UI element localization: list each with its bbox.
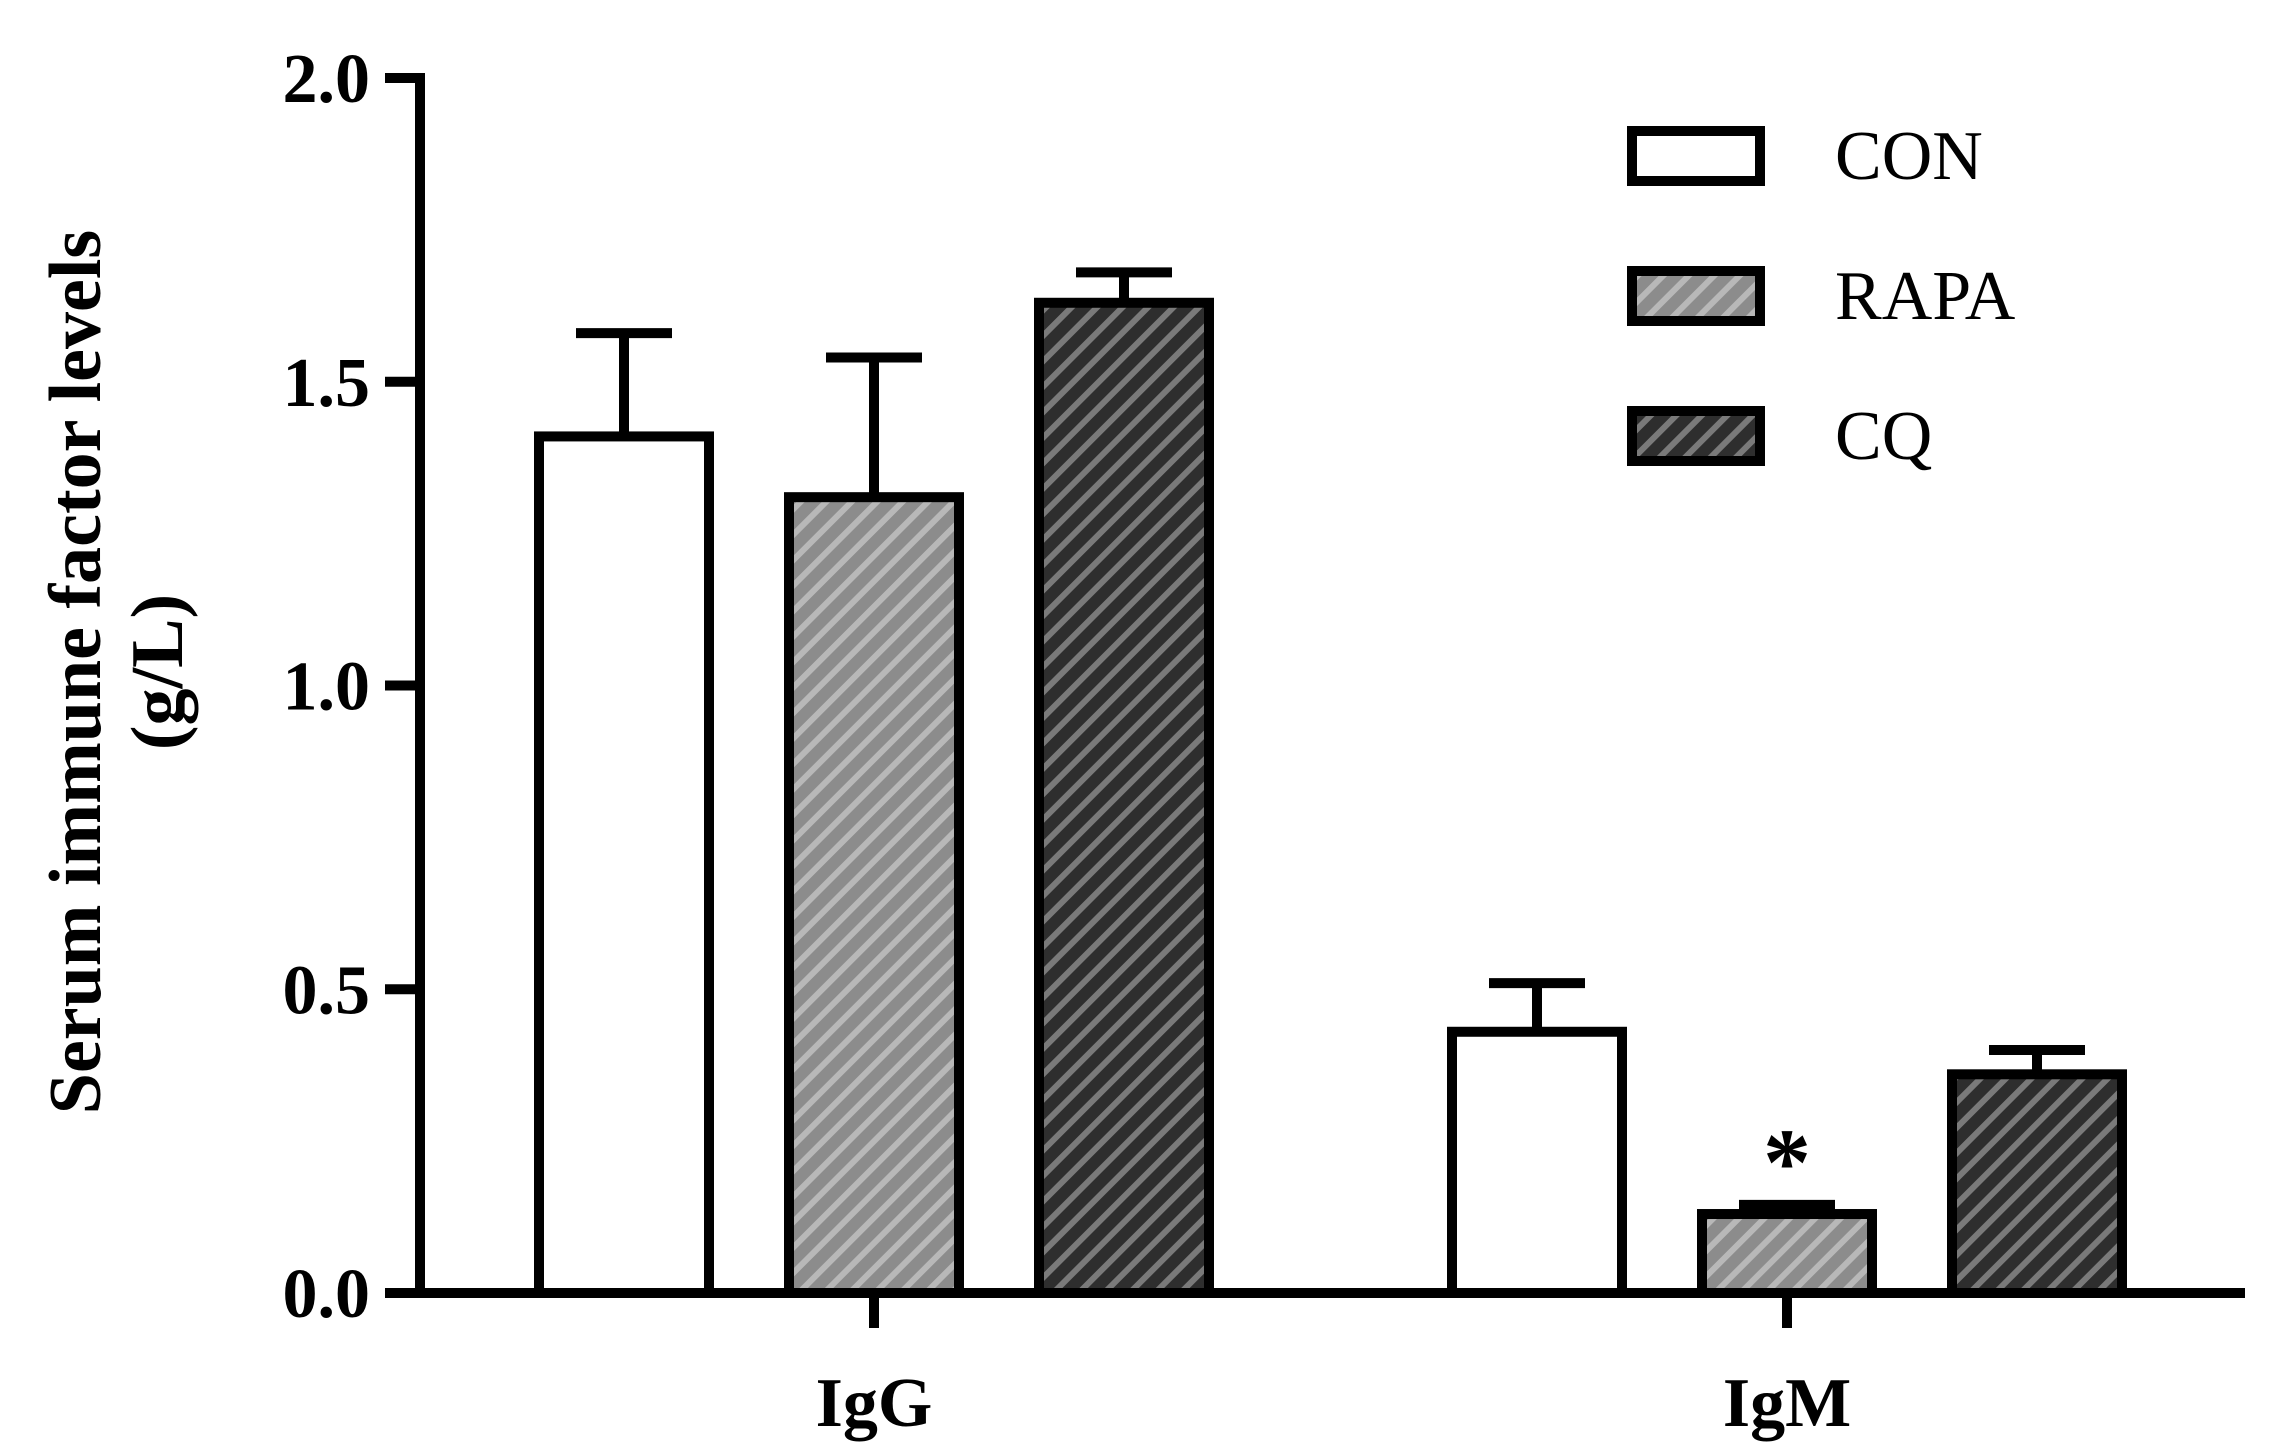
y-tick-label: 1.5 xyxy=(283,345,371,422)
bar-con-igg xyxy=(534,431,714,1298)
y-tick-label: 0.5 xyxy=(283,952,371,1029)
legend-swatch-cq xyxy=(1627,406,1765,466)
legend-label-cq: CQ xyxy=(1835,398,1932,475)
legend-label-con: CON xyxy=(1835,118,1983,195)
y-tick-label: 0.0 xyxy=(283,1256,371,1333)
bar-cq-igg xyxy=(1034,297,1214,1298)
x-tick-label-igm: IgM xyxy=(1723,1365,1851,1442)
y-axis-label: Serum immune factor levels (g/L) xyxy=(35,230,199,1114)
legend-label-rapa: RAPA xyxy=(1835,258,2016,335)
y-axis-label-line2: (g/L) xyxy=(117,594,199,750)
x-tick-label-igg: IgG xyxy=(816,1365,933,1442)
bar-rapa-igg xyxy=(784,492,964,1298)
y-axis: 0.0 0.5 1.0 1.5 2.0 xyxy=(283,41,425,1333)
bar-con-igm xyxy=(1447,1026,1627,1299)
x-axis: IgG IgM xyxy=(415,1288,2245,1442)
bars: * xyxy=(534,267,2127,1299)
y-tick-label: 1.0 xyxy=(283,649,371,726)
y-axis-label-line1: Serum immune factor levels xyxy=(35,230,117,1114)
legend: CON RAPA CQ xyxy=(1627,118,2016,475)
significance-marker: * xyxy=(1763,1109,1811,1216)
bar-rapa-igm xyxy=(1697,1209,1877,1299)
bar-cq-igm xyxy=(1947,1069,2127,1299)
y-tick-label: 2.0 xyxy=(283,41,371,118)
legend-swatch-con xyxy=(1627,126,1765,186)
legend-swatch-rapa xyxy=(1627,266,1765,326)
